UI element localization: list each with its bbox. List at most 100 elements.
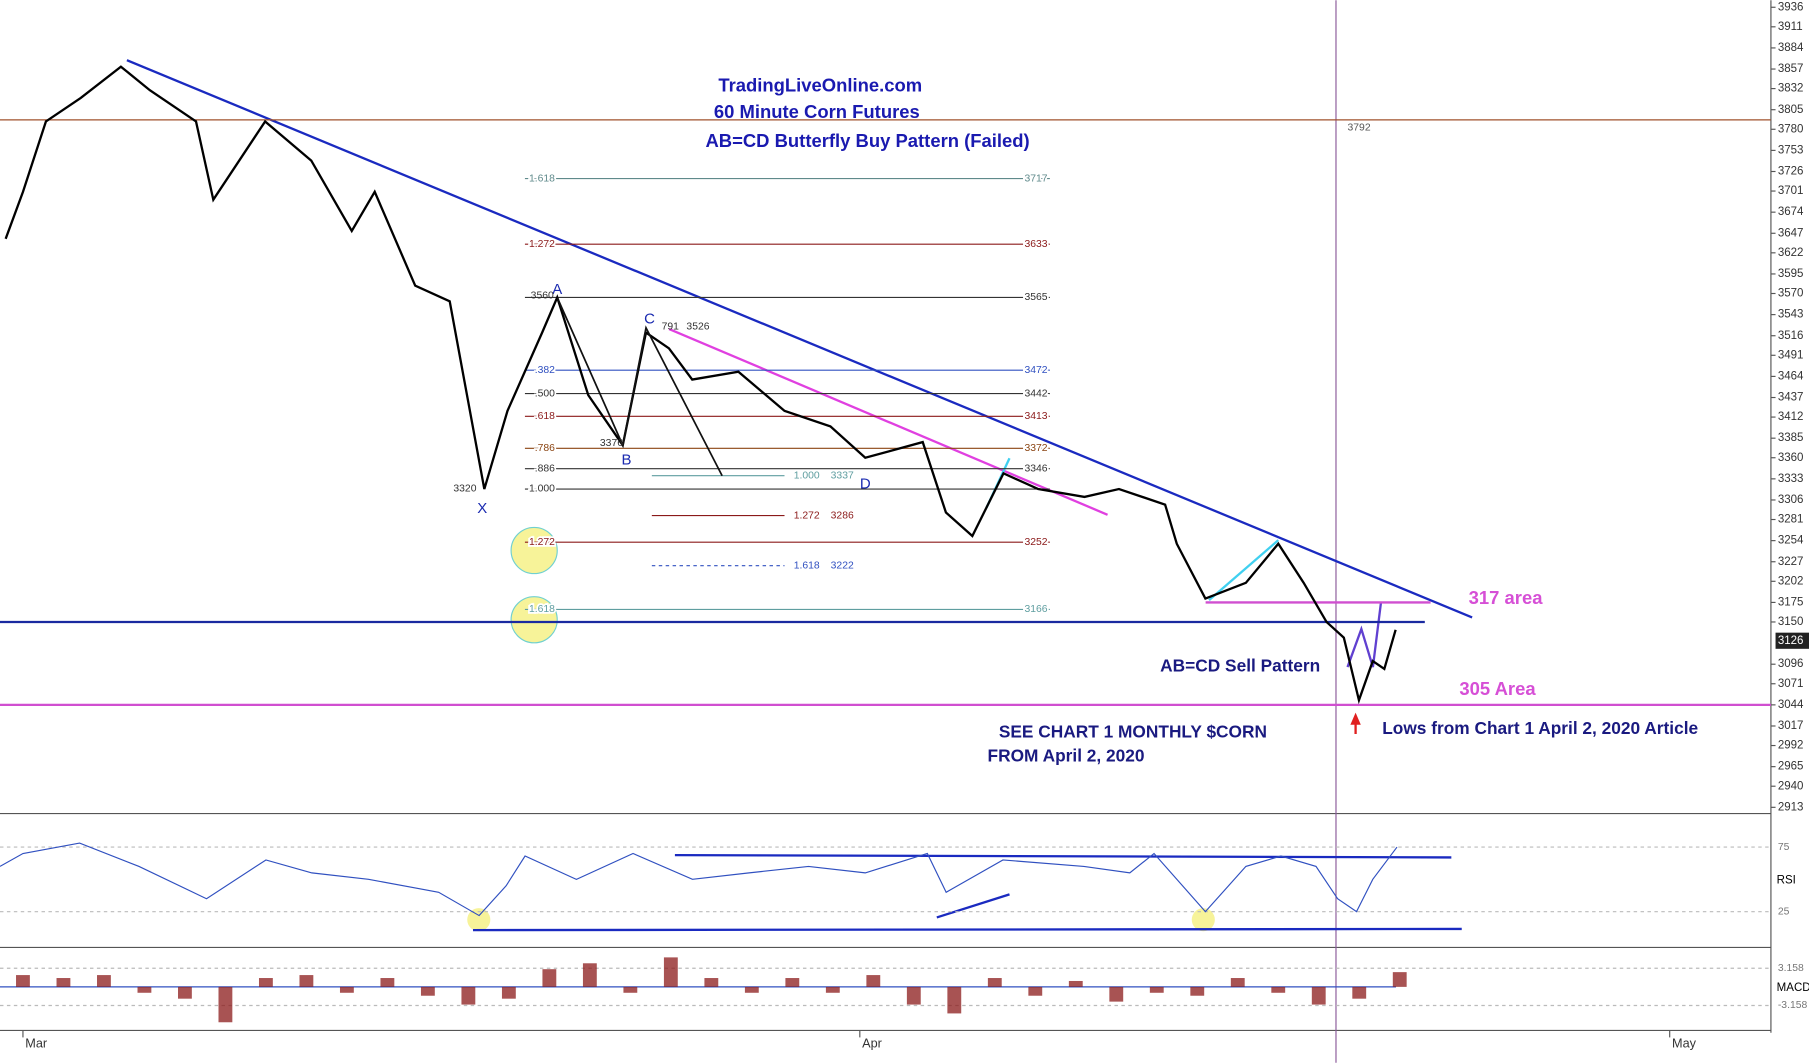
macd-bar [1149, 986, 1164, 993]
macd-bar [1109, 986, 1124, 1002]
macd-bar [1271, 986, 1286, 993]
y-tick-label: 25 [1778, 906, 1790, 917]
y-tick-label: 3202 [1778, 575, 1804, 587]
title: TradingLiveOnline.com [718, 75, 922, 96]
macd-bar [663, 957, 678, 987]
y-tick-label: 3647 [1778, 227, 1804, 239]
macd-bar [1392, 972, 1407, 987]
y-tick-label: 3911 [1778, 21, 1803, 33]
fib-price: 3166 [1024, 604, 1047, 615]
y-tick-label: 3780 [1778, 123, 1804, 135]
macd-bar [987, 978, 1002, 987]
y-tick-label: 3150 [1778, 616, 1804, 628]
y-tick-label: 3017 [1778, 720, 1804, 732]
annotation: 305 Area [1459, 678, 1536, 699]
macd-bar [501, 986, 516, 999]
last-price-label: 3126 [1778, 635, 1804, 647]
trend-line [668, 327, 1109, 516]
y-tick-label: 3281 [1778, 514, 1804, 526]
fib-price: 3565 [1024, 292, 1047, 303]
fib-price: 3472 [1024, 365, 1047, 376]
macd-bar [947, 986, 962, 1014]
pattern-label: B [621, 452, 631, 469]
macd-bar [906, 986, 921, 1005]
subtitle: 60 Minute Corn Futures [714, 101, 920, 122]
pattern-label: A [552, 281, 562, 298]
pattern-leg [1208, 539, 1280, 602]
fib-price: 3442 [1024, 388, 1047, 399]
fib-price: 3372 [1024, 443, 1047, 454]
level-label: 3792 [1348, 123, 1371, 134]
macd-bar [218, 986, 233, 1023]
x-tick-label: May [1672, 1037, 1697, 1051]
annotation: 791 [662, 321, 680, 332]
y-tick-label: 3936 [1778, 1, 1804, 13]
extension-ratio: 1.272 [794, 510, 820, 521]
rsi-trend [936, 893, 1010, 919]
macd-bar [420, 986, 435, 996]
price-line [4, 65, 1397, 705]
y-tick-label: 3333 [1778, 473, 1804, 485]
fib-ratio: 1.618 [529, 173, 555, 184]
y-tick-label: -3.158 [1778, 1000, 1808, 1011]
y-tick-label: 3570 [1778, 288, 1804, 300]
y-tick-label: 3096 [1778, 658, 1804, 670]
fib-ratio: .886 [535, 463, 555, 474]
annotation: 3526 [686, 321, 709, 332]
x-tick-label: Apr [862, 1037, 883, 1051]
pattern-label: D [860, 476, 871, 493]
trend-line [126, 59, 1473, 619]
fib-ratio: .618 [535, 411, 555, 422]
annotation: 3376 [600, 438, 623, 449]
fib-price: 3320 [453, 484, 476, 495]
fib-ratio: .500 [535, 388, 555, 399]
macd-bar [1230, 978, 1245, 987]
fib-price: 3252 [1024, 537, 1047, 548]
y-tick-label: 3464 [1778, 370, 1804, 382]
y-tick-label: 3.158 [1778, 963, 1804, 974]
extension-price: 3337 [831, 470, 854, 481]
y-tick-label: 3227 [1778, 556, 1804, 568]
y-tick-label: 3595 [1778, 268, 1804, 280]
fib-price: 3346 [1024, 463, 1047, 474]
macd-bar [542, 969, 557, 987]
y-tick-label: 2965 [1778, 761, 1804, 773]
highlight [467, 908, 491, 932]
highlight [510, 596, 558, 644]
y-tick-label: 3832 [1778, 83, 1804, 95]
y-tick-label: 3071 [1778, 678, 1804, 690]
extension-price: 3286 [831, 510, 854, 521]
fib-ratio: .382 [535, 365, 555, 376]
macd-bar [582, 963, 597, 987]
fib-ratio: 1.618 [529, 604, 555, 615]
extension-price: 3222 [831, 560, 854, 571]
macd-bar [744, 986, 759, 993]
macd-bar [137, 986, 152, 993]
annotation: AB=CD Sell Pattern [1160, 656, 1320, 676]
macd-bar [299, 975, 314, 987]
fib-ratio: .786 [535, 443, 555, 454]
annotation: 317 area [1469, 587, 1544, 608]
panel-label: RSI [1777, 875, 1796, 887]
y-tick-label: 2940 [1778, 780, 1804, 792]
macd-bar [380, 978, 395, 987]
y-tick-label: 3884 [1778, 42, 1804, 54]
arrow [1350, 712, 1361, 734]
macd-bar [97, 975, 111, 987]
macd-bar [1311, 986, 1326, 1005]
panel-label: MACD [1777, 982, 1809, 994]
macd-bar [825, 986, 840, 993]
macd-bar [1068, 980, 1083, 987]
pattern-label: X [477, 500, 487, 517]
pattern-title: AB=CD Butterfly Buy Pattern (Failed) [705, 130, 1029, 151]
y-tick-label: 3701 [1778, 185, 1804, 197]
annotation: FROM April 2, 2020 [988, 746, 1145, 766]
annotation: Lows from Chart 1 April 2, 2020 Article [1382, 718, 1698, 738]
y-tick-label: 3753 [1778, 144, 1804, 156]
y-tick-label: 3622 [1778, 247, 1804, 259]
y-tick-label: 3306 [1778, 494, 1804, 506]
macd-bar [177, 986, 192, 999]
macd-bar [1028, 986, 1043, 996]
